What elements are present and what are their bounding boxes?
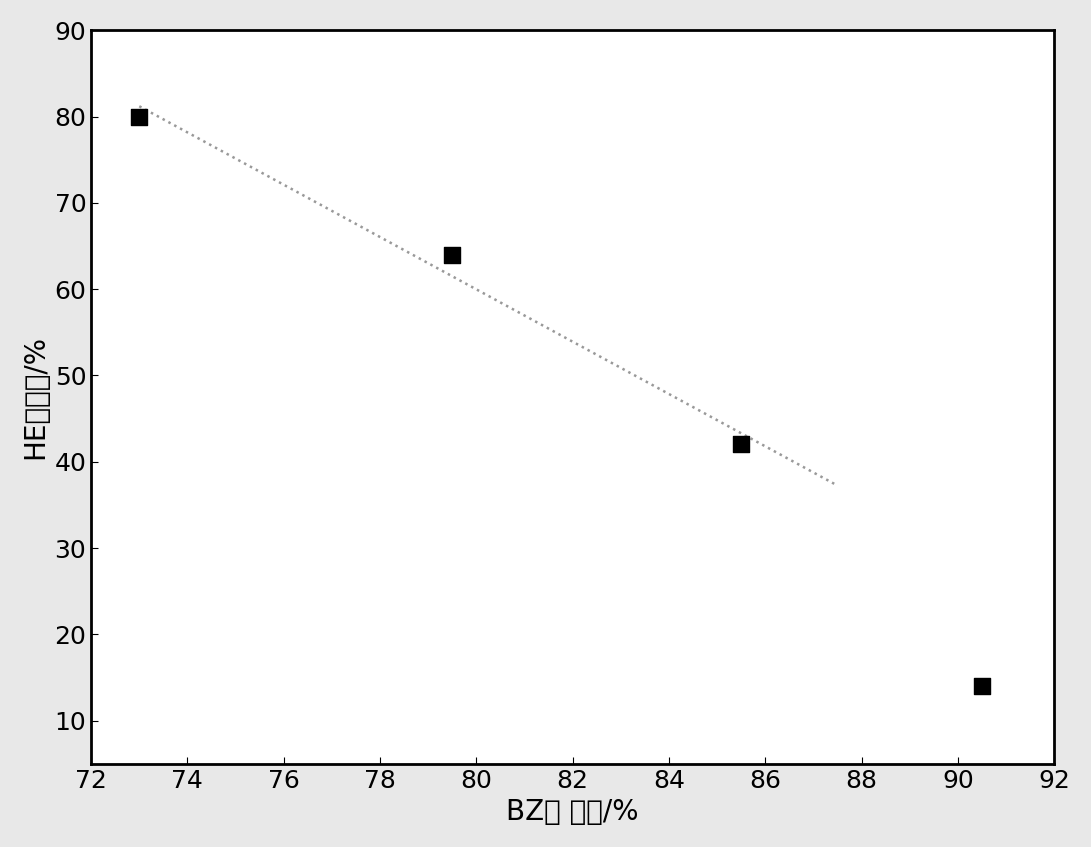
X-axis label: BZ转 化率/%: BZ转 化率/% (506, 798, 639, 826)
Point (973, 679, 991, 693)
Point (131, 110, 148, 124)
Point (444, 248, 461, 262)
Point (732, 438, 750, 451)
Y-axis label: HE选择性/%: HE选择性/% (21, 335, 49, 459)
